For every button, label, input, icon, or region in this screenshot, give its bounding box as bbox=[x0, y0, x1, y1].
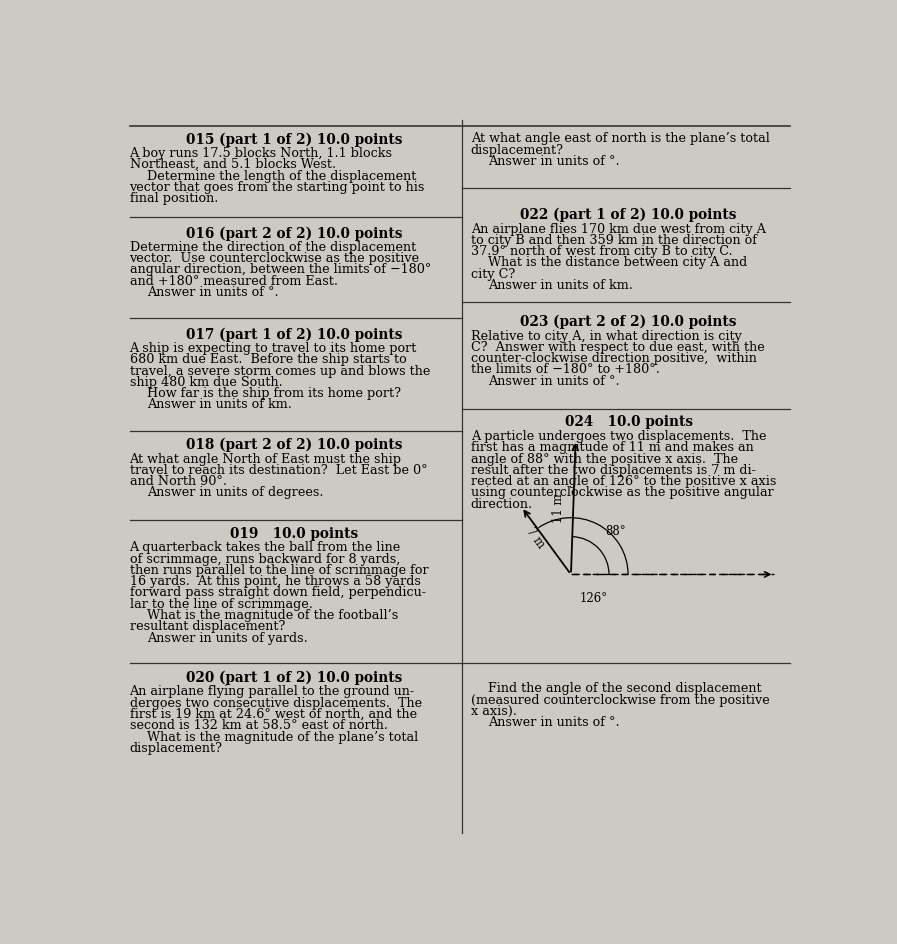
Text: forward pass straight down field, perpendicu-: forward pass straight down field, perpen… bbox=[129, 586, 425, 598]
Text: How far is the ship from its home port?: How far is the ship from its home port? bbox=[147, 387, 401, 399]
Text: 7 m: 7 m bbox=[524, 525, 548, 550]
Text: 16 yards.  At this point, he throws a 58 yards: 16 yards. At this point, he throws a 58 … bbox=[129, 575, 421, 587]
Text: 88°: 88° bbox=[605, 524, 626, 537]
Text: the limits of −180° to +180°.: the limits of −180° to +180°. bbox=[471, 363, 659, 376]
Text: first has a magnitude of 11 m and makes an: first has a magnitude of 11 m and makes … bbox=[471, 441, 753, 454]
Text: travel to reach its destination?  Let East be 0°: travel to reach its destination? Let Eas… bbox=[129, 464, 427, 477]
Text: 016 (part 2 of 2) 10.0 points: 016 (part 2 of 2) 10.0 points bbox=[186, 226, 402, 241]
Text: x axis).: x axis). bbox=[471, 704, 517, 717]
Text: Answer in units of °.: Answer in units of °. bbox=[147, 286, 278, 298]
Text: Answer in units of °.: Answer in units of °. bbox=[488, 716, 620, 729]
Text: Answer in units of °.: Answer in units of °. bbox=[488, 155, 620, 168]
Text: 020 (part 1 of 2) 10.0 points: 020 (part 1 of 2) 10.0 points bbox=[186, 670, 402, 684]
Text: Northeast, and 5.1 blocks West.: Northeast, and 5.1 blocks West. bbox=[129, 158, 335, 171]
Text: displacement?: displacement? bbox=[129, 741, 222, 754]
Text: At what angle east of north is the plane’s total: At what angle east of north is the plane… bbox=[471, 132, 770, 145]
Text: displacement?: displacement? bbox=[471, 143, 564, 157]
Text: dergoes two consecutive displacements.  The: dergoes two consecutive displacements. T… bbox=[129, 696, 422, 709]
Text: second is 132 km at 58.5° east of north.: second is 132 km at 58.5° east of north. bbox=[129, 718, 388, 732]
Text: counter-clockwise direction positive,  within: counter-clockwise direction positive, wi… bbox=[471, 352, 757, 364]
Text: 680 km due East.  Before the ship starts to: 680 km due East. Before the ship starts … bbox=[129, 353, 406, 366]
Text: A ship is expecting to travel to its home port: A ship is expecting to travel to its hom… bbox=[129, 342, 417, 355]
Text: travel, a severe storm comes up and blows the: travel, a severe storm comes up and blow… bbox=[129, 364, 430, 378]
Text: and North 90°.: and North 90°. bbox=[129, 475, 227, 488]
Text: Find the angle of the second displacement: Find the angle of the second displacemen… bbox=[488, 682, 762, 695]
Text: 37.9° north of west from city B to city C.: 37.9° north of west from city B to city … bbox=[471, 244, 733, 258]
Text: A particle undergoes two displacements.  The: A particle undergoes two displacements. … bbox=[471, 430, 766, 443]
Text: 019   10.0 points: 019 10.0 points bbox=[230, 526, 358, 540]
Text: Answer in units of degrees.: Answer in units of degrees. bbox=[147, 486, 324, 498]
Text: then runs parallel to the line of scrimmage for: then runs parallel to the line of scrimm… bbox=[129, 564, 428, 577]
Text: ship 480 km due South.: ship 480 km due South. bbox=[129, 376, 283, 388]
Text: angle of 88° with the positive x axis.  The: angle of 88° with the positive x axis. T… bbox=[471, 452, 738, 465]
Text: vector that goes from the starting point to his: vector that goes from the starting point… bbox=[129, 180, 425, 194]
Text: Determine the length of the displacement: Determine the length of the displacement bbox=[147, 169, 416, 182]
Text: (measured counterclockwise from the positive: (measured counterclockwise from the posi… bbox=[471, 693, 770, 706]
Text: 11 m: 11 m bbox=[552, 493, 565, 522]
Text: to city B and then 359 km in the direction of: to city B and then 359 km in the directi… bbox=[471, 234, 757, 246]
Text: What is the magnitude of the football’s: What is the magnitude of the football’s bbox=[147, 608, 398, 621]
Text: 022 (part 1 of 2) 10.0 points: 022 (part 1 of 2) 10.0 points bbox=[520, 208, 736, 222]
Text: A boy runs 17.5 blocks North, 1.1 blocks: A boy runs 17.5 blocks North, 1.1 blocks bbox=[129, 147, 393, 160]
Text: What is the magnitude of the plane’s total: What is the magnitude of the plane’s tot… bbox=[147, 730, 418, 743]
Text: first is 19 km at 24.6° west of north, and the: first is 19 km at 24.6° west of north, a… bbox=[129, 707, 416, 720]
Text: 126°: 126° bbox=[579, 592, 607, 605]
Text: At what angle North of East must the ship: At what angle North of East must the shi… bbox=[129, 452, 402, 465]
Text: Relative to city A, in what direction is city: Relative to city A, in what direction is… bbox=[471, 329, 742, 343]
Text: 024   10.0 points: 024 10.0 points bbox=[564, 415, 692, 429]
Text: Answer in units of km.: Answer in units of km. bbox=[488, 278, 633, 292]
Text: 015 (part 1 of 2) 10.0 points: 015 (part 1 of 2) 10.0 points bbox=[186, 132, 402, 146]
Text: 017 (part 1 of 2) 10.0 points: 017 (part 1 of 2) 10.0 points bbox=[186, 327, 402, 342]
Text: and +180° measured from East.: and +180° measured from East. bbox=[129, 275, 337, 287]
Text: of scrimmage, runs backward for 8 yards,: of scrimmage, runs backward for 8 yards, bbox=[129, 552, 400, 565]
Text: An airplane flies 170 km due west from city A: An airplane flies 170 km due west from c… bbox=[471, 223, 766, 235]
Text: 023 (part 2 of 2) 10.0 points: 023 (part 2 of 2) 10.0 points bbox=[520, 314, 736, 329]
Text: final position.: final position. bbox=[129, 192, 218, 205]
Text: Answer in units of °.: Answer in units of °. bbox=[488, 375, 620, 387]
Text: Answer in units of yards.: Answer in units of yards. bbox=[147, 631, 308, 644]
Text: 018 (part 2 of 2) 10.0 points: 018 (part 2 of 2) 10.0 points bbox=[186, 437, 402, 452]
Text: What is the distance between city A and: What is the distance between city A and bbox=[488, 256, 747, 269]
Text: A quarterback takes the ball from the line: A quarterback takes the ball from the li… bbox=[129, 541, 401, 554]
Text: angular direction, between the limits of −180°: angular direction, between the limits of… bbox=[129, 263, 431, 276]
Text: C?  Answer with respect to due east, with the: C? Answer with respect to due east, with… bbox=[471, 341, 764, 353]
Text: Determine the direction of the displacement: Determine the direction of the displacem… bbox=[129, 241, 415, 254]
Text: result after the two displacements is 7 m di-: result after the two displacements is 7 … bbox=[471, 464, 755, 477]
Text: An airplane flying parallel to the ground un-: An airplane flying parallel to the groun… bbox=[129, 684, 414, 698]
Text: rected at an angle of 126° to the positive x axis: rected at an angle of 126° to the positi… bbox=[471, 475, 776, 488]
Text: resultant displacement?: resultant displacement? bbox=[129, 619, 285, 632]
Text: city C?: city C? bbox=[471, 267, 515, 280]
Text: using counterclockwise as the positive angular: using counterclockwise as the positive a… bbox=[471, 486, 773, 498]
Text: Answer in units of km.: Answer in units of km. bbox=[147, 398, 292, 411]
Text: direction.: direction. bbox=[471, 497, 533, 510]
Text: vector.  Use counterclockwise as the positive: vector. Use counterclockwise as the posi… bbox=[129, 252, 420, 265]
Text: lar to the line of scrimmage.: lar to the line of scrimmage. bbox=[129, 598, 312, 610]
